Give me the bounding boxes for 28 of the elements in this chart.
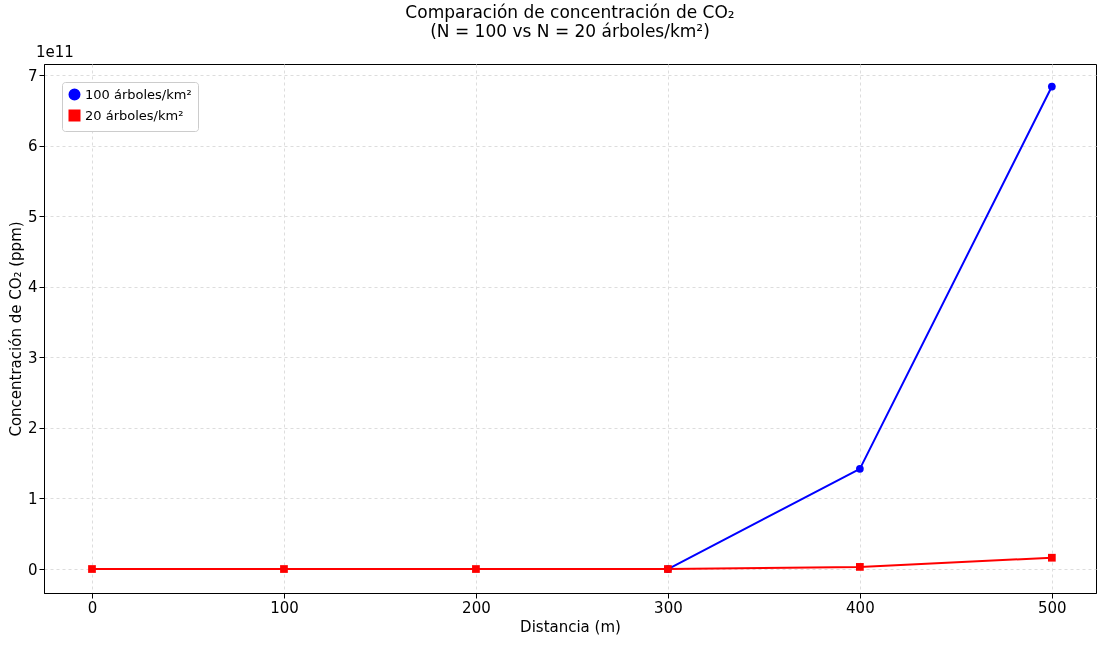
- point: [280, 565, 288, 573]
- y-tick-label: 0: [27, 560, 38, 579]
- point: [472, 565, 480, 573]
- y-tick-label: 5: [27, 207, 38, 226]
- y-tick-label: 1: [27, 489, 38, 508]
- y-tick-label: 3: [27, 348, 38, 367]
- text: (N = 100 vs N = 20 árboles/km²): [430, 21, 710, 41]
- point: [1047, 553, 1056, 562]
- x-tick-label: 300: [654, 598, 683, 617]
- x-tick-label: 200: [462, 598, 491, 617]
- y-axis-title: Concentración de CO₂ (ppm): [6, 221, 25, 437]
- y-tick-label: 4: [27, 278, 38, 297]
- x-tick-label: 400: [846, 598, 875, 617]
- x-tick-label: 0: [87, 598, 98, 617]
- legend-label: 100 árboles/km²: [85, 86, 192, 102]
- x-axis-title: Distancia (m): [520, 617, 621, 636]
- point: [856, 563, 864, 571]
- legend-label: 20 árboles/km²: [85, 107, 184, 123]
- y-tick-label: 7: [27, 66, 38, 85]
- y-tick-label: 2: [27, 419, 38, 438]
- point: [856, 465, 864, 473]
- point: [1047, 82, 1056, 91]
- text: Comparación de concentración de CO₂: [405, 2, 735, 22]
- y-tick-label: 6: [27, 137, 38, 156]
- point: [88, 565, 96, 573]
- x-tick-label: 100: [270, 598, 299, 617]
- x-tick-label: 500: [1038, 598, 1067, 617]
- text: 1e11: [36, 43, 74, 61]
